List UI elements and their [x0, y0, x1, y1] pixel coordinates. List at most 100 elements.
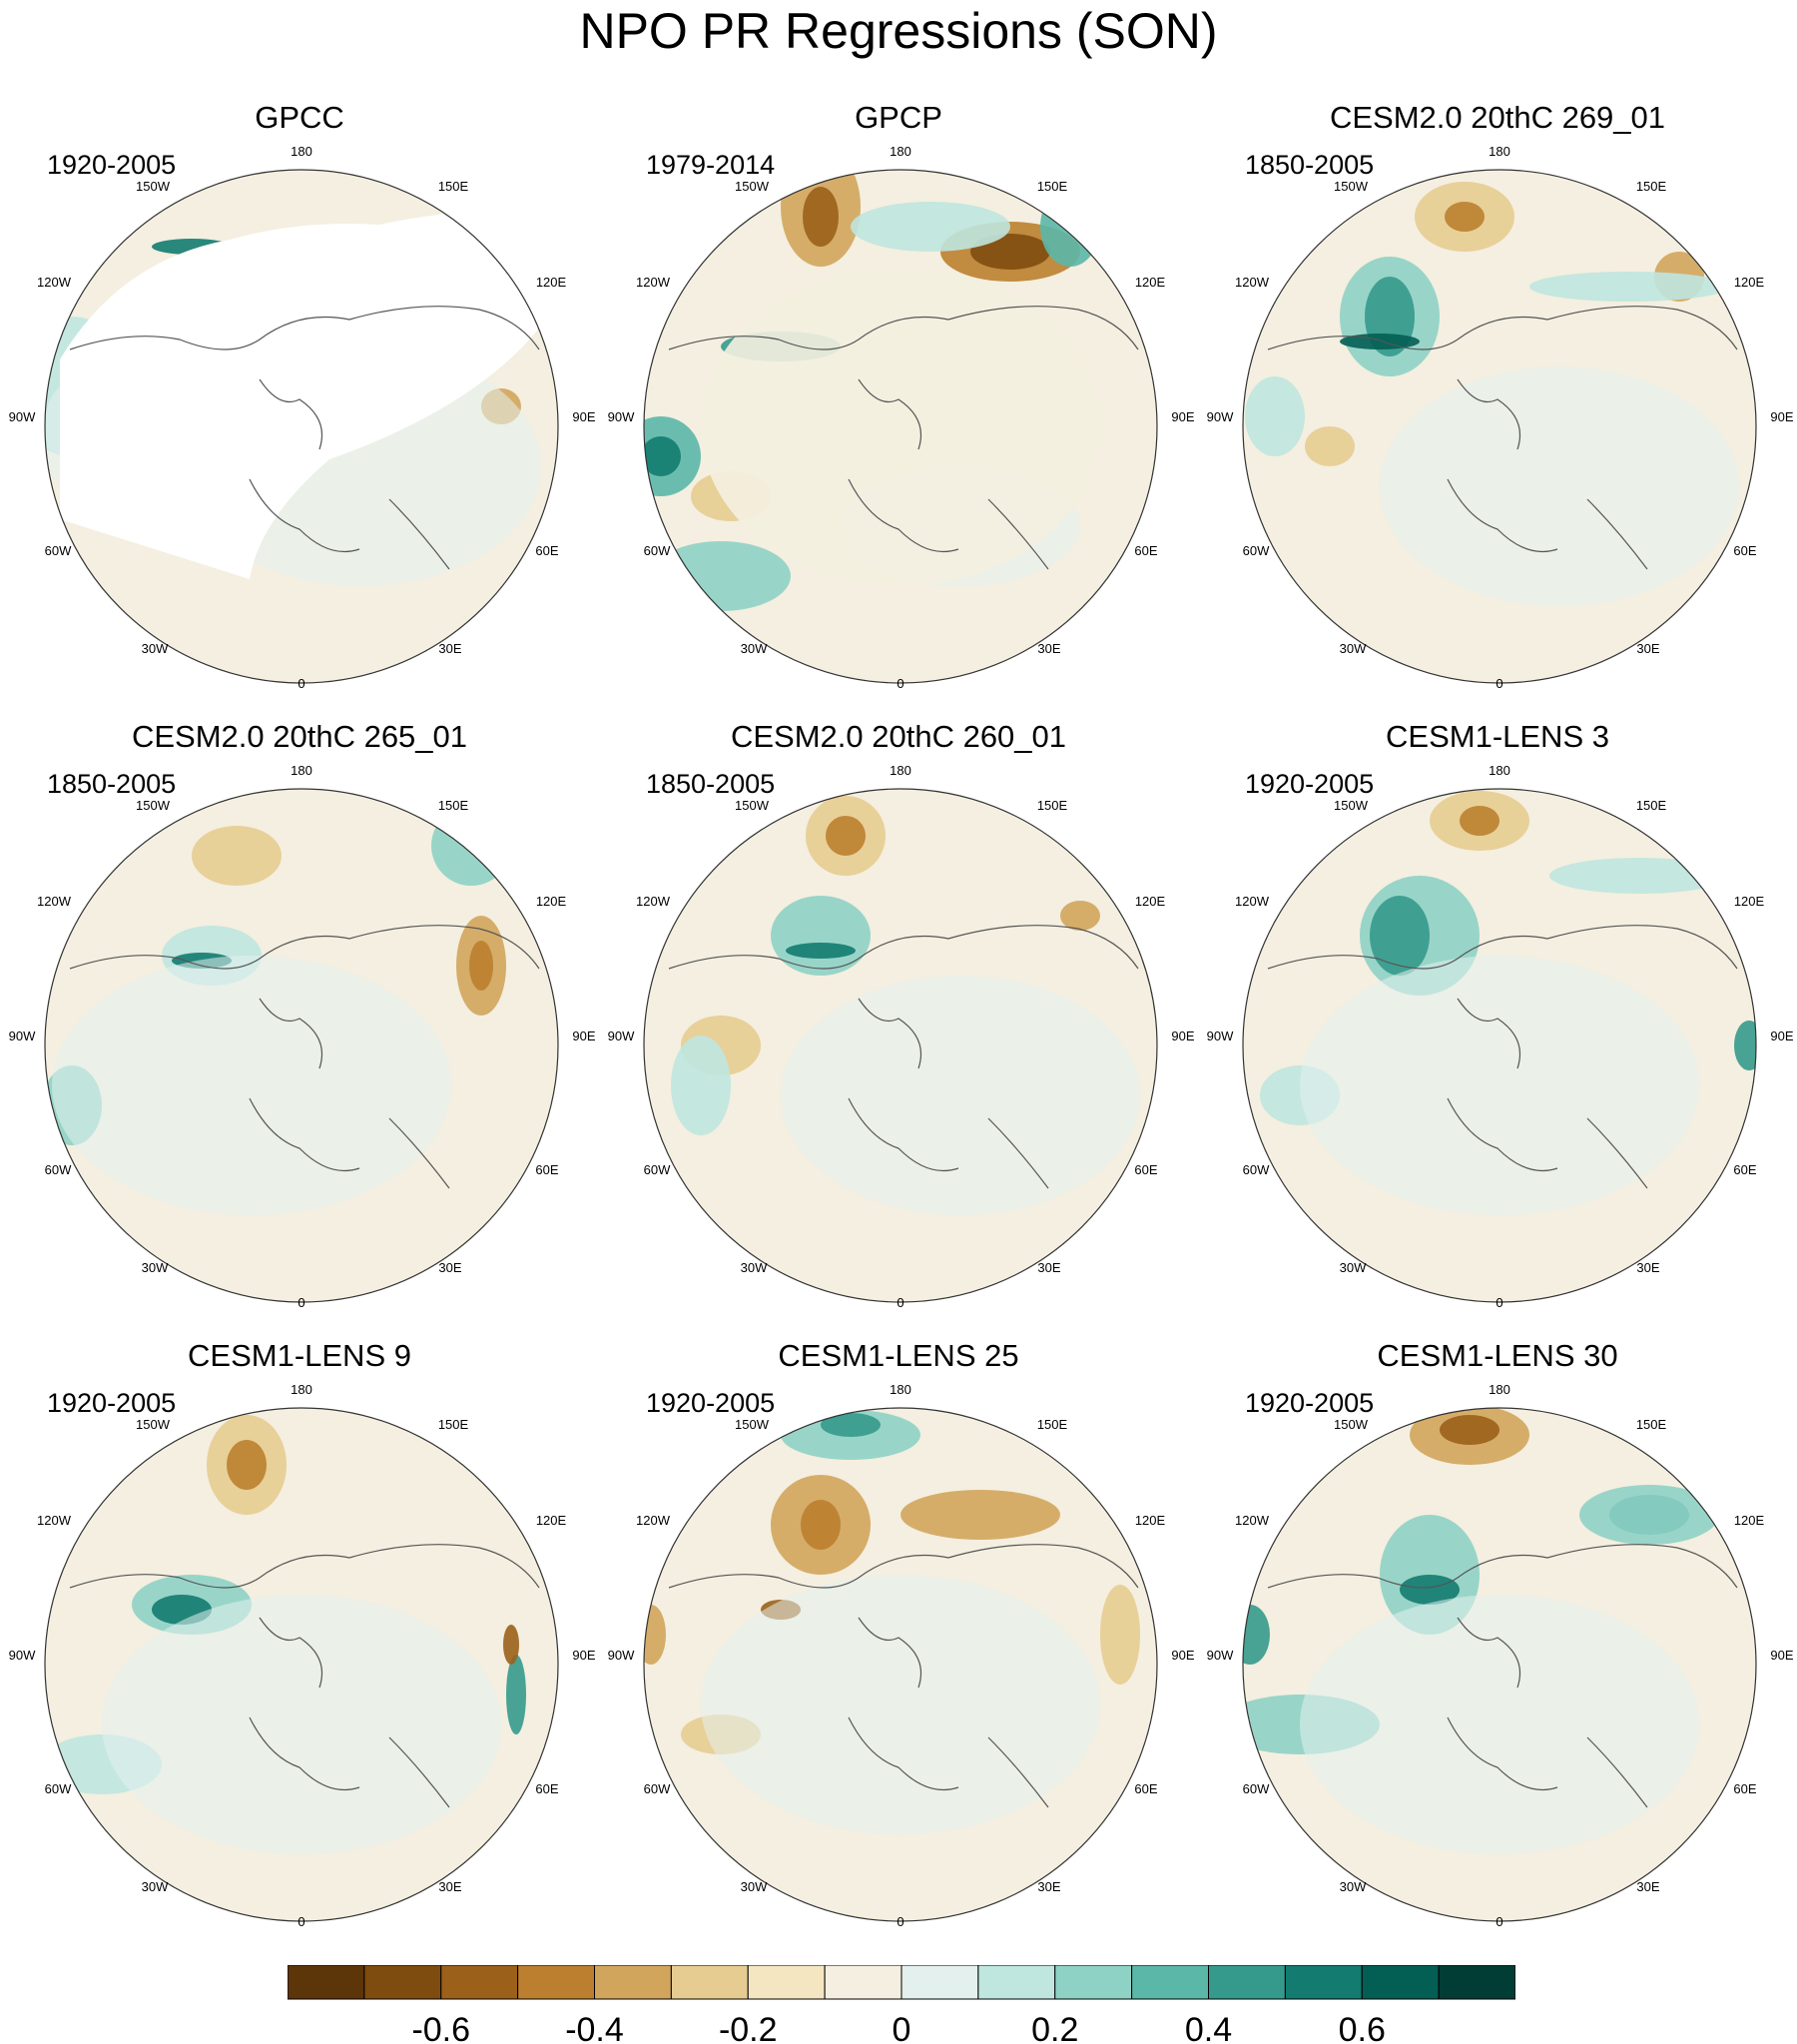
- longitude-label: 180: [890, 144, 911, 159]
- longitude-label: 120W: [37, 275, 72, 290]
- longitude-label: 60W: [1243, 1781, 1270, 1796]
- colorbar-swatch: [1361, 1965, 1440, 2000]
- longitude-label: 150W: [735, 798, 770, 813]
- panel-period: 1920-2005: [47, 1388, 177, 1418]
- longitude-label: 90W: [1207, 409, 1234, 424]
- longitude-label: 60W: [1243, 543, 1270, 558]
- longitude-label: 90W: [608, 1648, 635, 1663]
- longitude-label: 180: [1489, 1382, 1510, 1397]
- longitude-label: 120W: [1235, 275, 1270, 290]
- colorbar-tick-label: -0.4: [565, 2011, 624, 2044]
- longitude-label: 30E: [1636, 1879, 1659, 1894]
- longitude-label: 120W: [37, 1513, 72, 1528]
- panel-period: 1920-2005: [1245, 1388, 1375, 1418]
- longitude-label: 60E: [1733, 1162, 1756, 1177]
- longitude-label: 90E: [1171, 1648, 1194, 1663]
- colorbar-tick-label: 0.6: [1339, 2011, 1386, 2044]
- longitude-label: 120W: [1235, 894, 1270, 909]
- map-panel: 180 0 150W 150E 120W 120E 90W 90E 60W 60E 30W 30E C…: [1198, 719, 1797, 1338]
- longitude-label: 120E: [1135, 894, 1166, 909]
- colorbar-swatch: [1131, 1965, 1209, 2000]
- longitude-label: 30W: [741, 641, 768, 656]
- longitude-label: 90E: [1171, 409, 1194, 424]
- panel-title: GPCC: [255, 100, 344, 135]
- longitude-label: 30W: [1340, 1260, 1367, 1275]
- longitude-label: 0: [897, 1914, 903, 1929]
- panel-period: 1850-2005: [646, 769, 776, 799]
- map-panel: 180 0 150W 150E 120W 120E 90W 90E 60W 60E 30W 30E C…: [599, 719, 1198, 1338]
- longitude-label: 90W: [1207, 1648, 1234, 1663]
- longitude-label: 150E: [1037, 1417, 1068, 1432]
- longitude-label: 120W: [636, 275, 671, 290]
- longitude-label: 90W: [9, 1028, 36, 1043]
- colorbar-tick-label: -0.2: [719, 2011, 778, 2044]
- map-panel: 180 0 150W 150E 120W 120E 90W 90E 60W 60E 30W 30E C…: [1198, 1338, 1797, 1957]
- longitude-label: 60E: [535, 1781, 558, 1796]
- polar-map: 180 0 150W 150E 120W 120E 90W 90E 60W 60E 30W 30E: [9, 144, 596, 691]
- colorbar-swatch: [1438, 1965, 1515, 2000]
- longitude-label: 30E: [1037, 641, 1060, 656]
- panel-title: CESM2.0 20thC 260_01: [730, 719, 1067, 754]
- longitude-label: 150E: [1636, 798, 1667, 813]
- longitude-label: 150W: [735, 179, 770, 194]
- longitude-label: 120W: [37, 894, 72, 909]
- colorbar-swatch: [594, 1965, 672, 2000]
- colorbar-swatch: [977, 1965, 1056, 2000]
- map-panel: 180 0 150W 150E 120W 120E 90W 90E 60W 60E 30W 30E G…: [599, 100, 1198, 719]
- map-panel: 180 0 150W 150E 120W 120E 90W 90E 60W 60E 30W 30E C…: [1198, 100, 1797, 719]
- longitude-label: 60W: [644, 543, 671, 558]
- polar-map: 180 0 150W 150E 120W 120E 90W 90E 60W 60E 30W 30E: [1207, 1382, 1794, 1929]
- longitude-label: 120W: [636, 894, 671, 909]
- longitude-label: 30W: [142, 1879, 169, 1894]
- longitude-label: 180: [1489, 763, 1510, 778]
- longitude-label: 150W: [1334, 798, 1369, 813]
- longitude-label: 180: [890, 1382, 911, 1397]
- longitude-label: 90E: [1770, 1648, 1793, 1663]
- longitude-label: 30W: [741, 1879, 768, 1894]
- panel-period: 1920-2005: [47, 150, 177, 180]
- longitude-label: 150E: [1037, 798, 1068, 813]
- colorbar-swatch: [670, 1965, 749, 2000]
- longitude-label: 30W: [1340, 1879, 1367, 1894]
- longitude-label: 120E: [1734, 275, 1765, 290]
- polar-map: 180 0 150W 150E 120W 120E 90W 90E 60W 60E 30W 30E: [608, 1382, 1195, 1929]
- longitude-label: 150W: [136, 798, 171, 813]
- colorbar-swatch: [363, 1965, 442, 2000]
- polar-map: 180 0 150W 150E 120W 120E 90W 90E 60W 60E 30W 30E: [1207, 144, 1794, 691]
- longitude-label: 90W: [608, 1028, 635, 1043]
- longitude-label: 120W: [636, 1513, 671, 1528]
- longitude-label: 0: [1496, 1295, 1502, 1310]
- longitude-label: 0: [897, 1295, 903, 1310]
- longitude-label: 150W: [136, 179, 171, 194]
- panel-title: CESM1-LENS 30: [1377, 1338, 1618, 1373]
- colorbar-swatch: [288, 1965, 365, 2000]
- colorbar-swatch: [747, 1965, 826, 2000]
- colorbar-swatch: [824, 1965, 902, 2000]
- longitude-label: 60W: [644, 1162, 671, 1177]
- colorbar-swatch: [1284, 1965, 1363, 2000]
- colorbar-tick-label: -0.6: [411, 2011, 470, 2044]
- longitude-label: 150E: [1636, 1417, 1667, 1432]
- polar-map: 180 0 150W 150E 120W 120E 90W 90E 60W 60E 30W 30E: [608, 763, 1195, 1310]
- longitude-label: 60E: [535, 543, 558, 558]
- colorbar-swatch: [1208, 1965, 1286, 2000]
- longitude-label: 150E: [438, 798, 469, 813]
- map-panel: 180 0 150W 150E 120W 120E 90W 90E 60W 60E 30W 30E C…: [599, 1338, 1198, 1957]
- panel-title: CESM2.0 20thC 265_01: [131, 719, 468, 754]
- longitude-label: 30W: [142, 1260, 169, 1275]
- longitude-label: 0: [298, 1295, 304, 1310]
- panel-period: 1979-2014: [646, 150, 776, 180]
- panel-period: 1920-2005: [1245, 769, 1375, 799]
- longitude-label: 120E: [536, 1513, 567, 1528]
- longitude-label: 150W: [136, 1417, 171, 1432]
- map-panel: 180 0 150W 150E 120W 120E 90W 90E 60W 60E 30W 30E C…: [0, 719, 599, 1338]
- longitude-label: 120E: [536, 275, 567, 290]
- longitude-label: 60W: [1243, 1162, 1270, 1177]
- longitude-label: 150E: [1037, 179, 1068, 194]
- longitude-label: 150E: [1636, 179, 1667, 194]
- panel-period: 1850-2005: [47, 769, 177, 799]
- longitude-label: 150E: [438, 179, 469, 194]
- longitude-label: 30W: [1340, 641, 1367, 656]
- longitude-label: 90E: [1770, 409, 1793, 424]
- panel-title: GPCP: [855, 100, 942, 135]
